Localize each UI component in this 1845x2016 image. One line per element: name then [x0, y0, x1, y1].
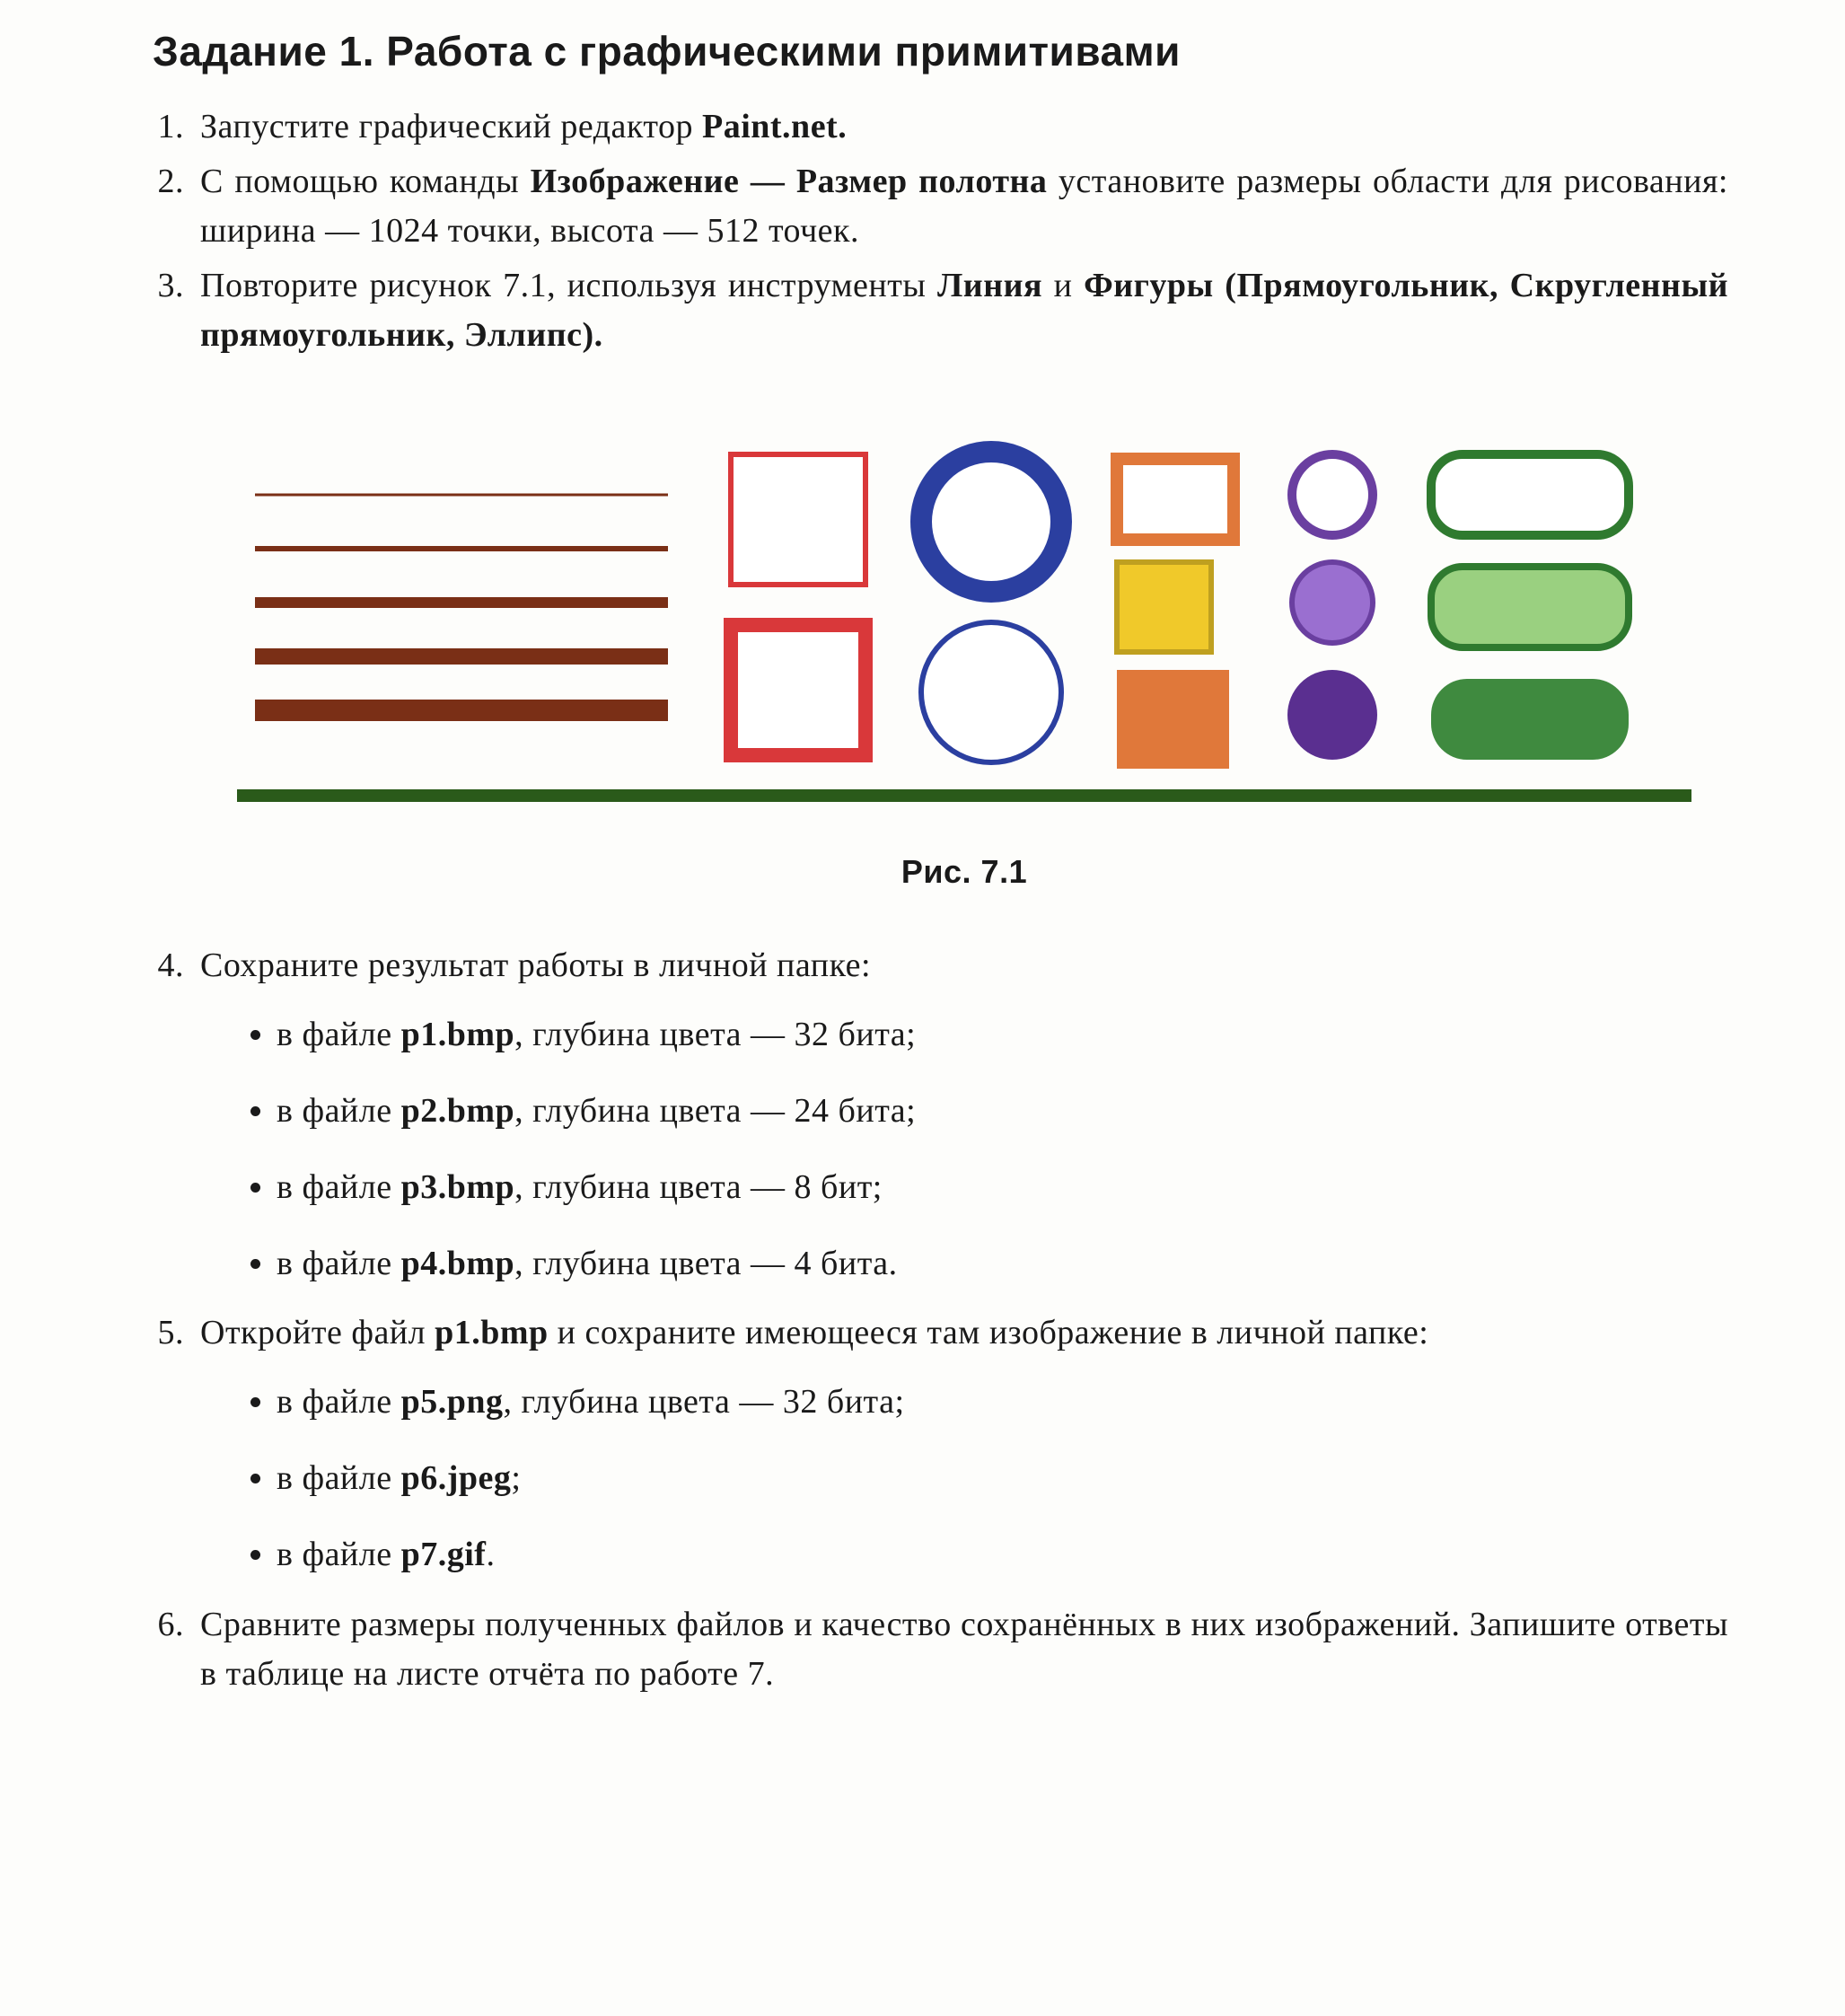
item-1-text-b: Paint.net. [702, 108, 847, 145]
t: , глубина цвета — 8 бит; [514, 1168, 883, 1206]
item-4-text: Сохраните результат работы в личной папк… [200, 946, 871, 984]
t: в файле [277, 1016, 401, 1053]
item-5-sub-1: в файле p5.png, глубина цвета — 32 бита; [277, 1378, 1728, 1427]
item-4-sub-2: в файле p2.bmp, глубина цвета — 24 бита; [277, 1087, 1728, 1136]
t: ; [511, 1459, 521, 1497]
t: в файле [277, 1245, 401, 1282]
figure-caption: Рис. 7.1 [201, 849, 1727, 895]
t: в файле [277, 1168, 401, 1206]
item-4-sublist: в файле p1.bmp, глубина цвета — 32 бита;… [241, 1010, 1728, 1289]
item-5-sublist: в файле p5.png, глубина цвета — 32 бита;… [241, 1378, 1728, 1580]
t: , глубина цвета — 24 бита; [514, 1092, 916, 1130]
t: p4.bmp [401, 1245, 515, 1282]
t: p2.bmp [401, 1092, 515, 1130]
t: p6.jpeg [401, 1459, 512, 1497]
item-4: Сохраните результат работы в личной папк… [193, 941, 1728, 1289]
item-2-text-b: Изображение — Размер полотна [531, 163, 1048, 200]
t: в файле [277, 1459, 401, 1497]
figure-svg [201, 441, 1727, 827]
item-3: Повторите рисунок 7.1, используя инструм… [193, 261, 1728, 895]
item-3-text-c: и [1042, 267, 1084, 304]
item-4-sub-1: в файле p1.bmp, глубина цвета — 32 бита; [277, 1010, 1728, 1060]
item-1-text-a: Запустите графический редактор [200, 108, 702, 145]
t: p3.bmp [401, 1168, 515, 1206]
item-5-text-b: p1.bmp [435, 1314, 549, 1351]
t: , глубина цвета — 4 бита. [514, 1245, 897, 1282]
page: Задание 1. Работа с графическими примити… [0, 0, 1845, 2016]
t: в файле [277, 1536, 401, 1573]
t: p1.bmp [401, 1016, 515, 1053]
figure-7-1: Рис. 7.1 [201, 441, 1727, 895]
item-6: Сравните размеры полученных файлов и кач… [193, 1600, 1728, 1699]
item-2: С помощью команды Изображение — Размер п… [193, 157, 1728, 256]
item-5-text-c: и сохраните имеющееся там изображение в … [549, 1314, 1429, 1351]
task-title: Задание 1. Работа с графическими примити… [153, 27, 1728, 75]
t: p7.gif [401, 1536, 487, 1573]
item-4-sub-3: в файле p3.bmp, глубина цвета — 8 бит; [277, 1163, 1728, 1212]
item-1: Запустите графический редактор Paint.net… [193, 102, 1728, 152]
main-list: Запустите графический редактор Paint.net… [153, 102, 1728, 1699]
t: , глубина цвета — 32 бита; [504, 1383, 905, 1421]
t: p5.png [401, 1383, 504, 1421]
item-3-text-a: Повторите рисунок 7.1, используя инструм… [200, 267, 937, 304]
item-5-sub-3: в файле p7.gif. [277, 1530, 1728, 1580]
t: , глубина цвета — 32 бита; [514, 1016, 916, 1053]
item-5-text-a: Откройте файл [200, 1314, 435, 1351]
item-5-sub-2: в файле p6.jpeg; [277, 1454, 1728, 1503]
item-5: Откройте файл p1.bmp и сохраните имеющее… [193, 1308, 1728, 1580]
item-4-sub-4: в файле p4.bmp, глубина цвета — 4 бита. [277, 1239, 1728, 1289]
item-6-text: Сравните размеры полученных файлов и кач… [200, 1606, 1728, 1693]
t: в файле [277, 1092, 401, 1130]
item-2-text-a: С помощью команды [200, 163, 531, 200]
t: . [486, 1536, 495, 1573]
t: в файле [277, 1383, 401, 1421]
item-3-text-b: Линия [937, 267, 1042, 304]
